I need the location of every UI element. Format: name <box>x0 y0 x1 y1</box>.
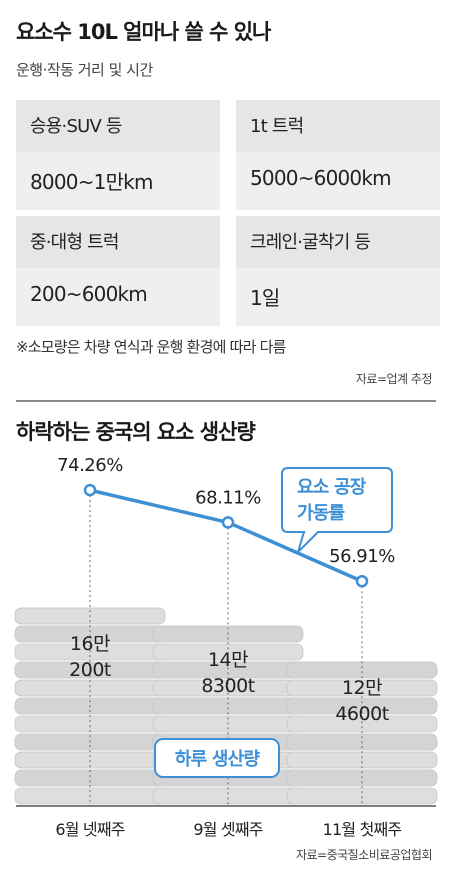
card-label: 1t 트럭 <box>250 116 304 137</box>
production-value-label: 12만 <box>342 677 382 699</box>
production-value-label: 200t <box>69 659 111 681</box>
page-title: 요소수 10L 얼마나 쓸 수 있나 <box>16 20 271 44</box>
card-value: 200~600km <box>30 282 148 306</box>
card-passenger: 승용·SUV 등 8000~1만km <box>16 100 220 210</box>
production-value-label: 4600t <box>335 703 388 725</box>
bag-stack-layer <box>286 751 438 769</box>
utilization-value-label: 56.91% <box>329 546 395 567</box>
card-crane: 크레인·굴착기 등 1일 <box>236 216 440 326</box>
production-value-label: 14만 <box>208 649 248 671</box>
chart-title: 하락하는 중국의 요소 생산량 <box>16 420 256 444</box>
bag-stack-layer <box>152 787 304 805</box>
section-divider <box>16 400 436 402</box>
x-tick-label: 11월 첫째주 <box>323 820 402 839</box>
x-tick-label: 6월 넷째주 <box>55 820 124 839</box>
legend-callout-box <box>281 467 393 553</box>
bag-stack-layer <box>14 679 166 697</box>
utilization-point <box>221 516 235 529</box>
bag-stack-layer <box>14 769 166 787</box>
utilization-value-label: 74.26% <box>57 455 123 476</box>
production-value-label: 16만 <box>70 633 110 655</box>
legend-production: 하루 생산량 <box>175 749 261 770</box>
utilization-value-label: 68.11% <box>195 487 261 508</box>
card-value: 1일 <box>250 286 280 310</box>
bag-stack-layer <box>286 661 438 679</box>
source-note-2: 자료=중국질소비료공업협회 <box>295 848 433 862</box>
card-heavy-truck: 중·대형 트럭 200~600km <box>16 216 220 326</box>
legend-utilization: 요소 공장 <box>297 477 367 498</box>
bag-stack-layer <box>152 697 304 715</box>
bag-stack-layer <box>14 715 166 733</box>
consumption-note: ※소모량은 차량 연식과 운행 환경에 따라 다름 <box>16 338 286 356</box>
source-note-1: 자료=업계 추정 <box>355 372 433 386</box>
page-subtitle: 운행·작동 거리 및 시간 <box>16 61 153 79</box>
utilization-point <box>83 483 97 497</box>
legend-production-box <box>154 738 280 778</box>
card-value: 8000~1만km <box>30 170 153 194</box>
x-tick-label: 9월 셋째주 <box>193 820 262 839</box>
utilization-point <box>355 574 369 588</box>
production-value-label: 8300t <box>201 675 254 697</box>
legend-utilization: 가동률 <box>297 503 345 524</box>
card-1t-truck: 1t 트럭 5000~6000km <box>236 100 440 210</box>
card-label: 크레인·굴착기 등 <box>250 232 371 253</box>
card-label: 승용·SUV 등 <box>30 116 122 137</box>
card-label: 중·대형 트럭 <box>30 232 119 253</box>
card-value: 5000~6000km <box>250 166 392 190</box>
